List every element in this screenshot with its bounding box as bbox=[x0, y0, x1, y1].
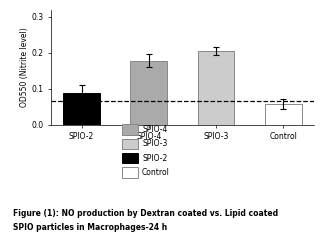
FancyBboxPatch shape bbox=[122, 124, 138, 135]
Text: Control: Control bbox=[142, 168, 170, 177]
Y-axis label: OD550 (Nitrite level): OD550 (Nitrite level) bbox=[20, 27, 29, 107]
Text: Figure (1): NO production by Dextran coated vs. Lipid coated: Figure (1): NO production by Dextran coa… bbox=[13, 209, 278, 218]
FancyBboxPatch shape bbox=[122, 167, 138, 178]
Text: SPIO particles in Macrophages-24 h: SPIO particles in Macrophages-24 h bbox=[13, 223, 167, 232]
FancyBboxPatch shape bbox=[122, 138, 138, 149]
Text: SPIO-2: SPIO-2 bbox=[142, 154, 167, 163]
Bar bbox=[197, 51, 235, 125]
Bar bbox=[130, 61, 167, 125]
Bar bbox=[63, 93, 100, 125]
Text: SPIO-3: SPIO-3 bbox=[142, 139, 167, 148]
Bar bbox=[265, 104, 302, 125]
FancyBboxPatch shape bbox=[122, 153, 138, 163]
Text: SPIO-4: SPIO-4 bbox=[142, 125, 167, 134]
